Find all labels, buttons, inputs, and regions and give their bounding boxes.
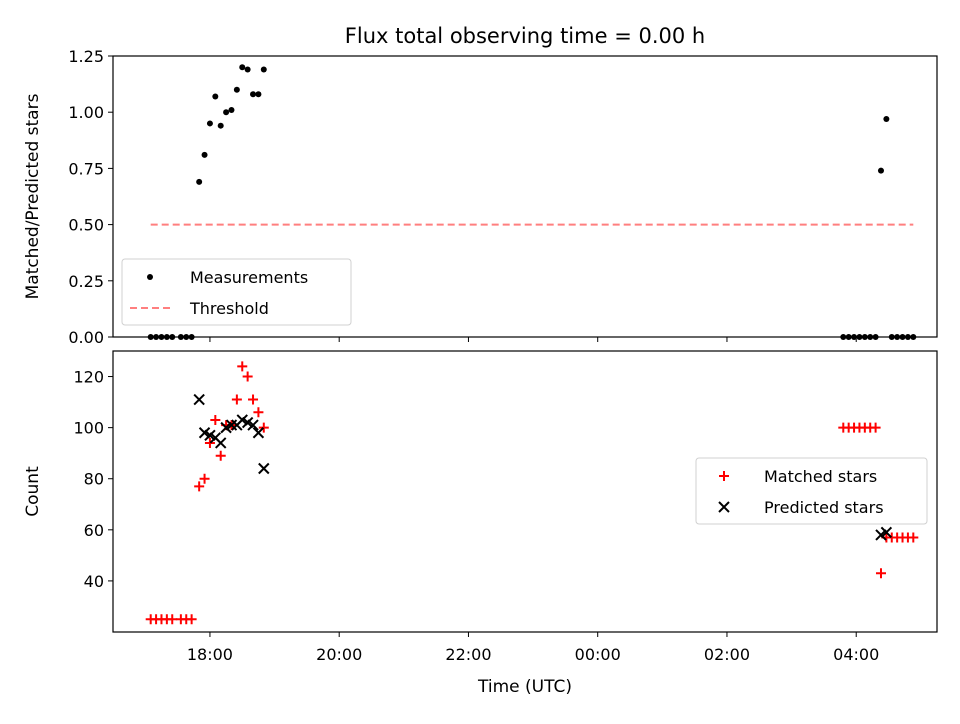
measurements-point [188,334,195,340]
predicted-stars-point [247,419,259,431]
matched-stars-point [194,481,205,492]
series-measurements [147,64,917,340]
matched-stars-point [242,371,253,382]
matched-stars-point [199,473,210,484]
y-tick-label: 100 [73,419,104,438]
x-tick-label: 04:00 [833,645,879,664]
y-tick-label: 1.25 [68,47,104,66]
x-tick-label: 18:00 [187,645,233,664]
measurements-point [212,93,219,100]
x-tick-label: 22:00 [445,645,491,664]
matched-stars-point [875,568,886,579]
legend-label-predicted-stars: Predicted stars [764,498,884,517]
measurements-point [153,334,160,340]
measurements-point [883,115,890,122]
matched-stars-point [231,394,242,405]
measurements-point [840,334,847,340]
y-tick-label: 0.25 [68,272,104,291]
measurements-point [904,334,911,340]
measurements-point [260,66,267,73]
matched-stars-point [253,407,264,418]
measurements-point [872,334,879,340]
measurements-point [201,151,208,158]
measurements-point [147,334,154,340]
predicted-stars-point [252,427,265,439]
predicted-stars-point [193,393,205,406]
y-tick-label: 60 [84,521,104,540]
measurements-point [196,178,203,185]
measurements-point [255,91,262,98]
legend-frame [695,457,928,525]
legend-swatch-matched-stars [719,471,729,481]
y-axis-label: Matched/Predicted stars [23,93,43,299]
measurements-point [244,66,251,73]
matched-stars-point [237,361,248,372]
x-tick-label: 00:00 [575,645,621,664]
matched-stars-point [186,614,197,625]
legend-swatch-measurements [147,274,153,280]
y-tick-label: 40 [84,572,104,591]
measurements-point [899,334,906,340]
measurements-point [228,106,235,113]
predicted-stars-point [215,437,227,449]
x-tick-label: 02:00 [704,645,750,664]
measurements-point [158,334,165,340]
chart-panel-1: 0.00 0.25 0.50 0.75 1.00 1.25 Matched/Predicte… [23,47,938,347]
matched-stars-point [870,422,881,433]
matched-stars-point [908,532,919,543]
axes-frame [112,55,938,338]
matched-stars-point [204,437,215,448]
y-tick-label: 0.75 [68,159,104,178]
y-tick-label: 0.50 [68,216,104,235]
measurements-point [910,334,917,340]
matched-stars-point [210,414,221,425]
legend-label-measurements: Measurements [190,268,308,287]
measurements-point [867,334,874,340]
series-matched-stars [145,361,919,625]
measurements-point [239,64,246,71]
matched-stars-point [258,422,269,433]
legend-swatch-predicted-stars [718,501,730,513]
measurements-point [177,334,184,340]
measurements-point [217,122,224,129]
matched-stars-point [248,394,259,405]
legend-label-matched-stars: Matched stars [764,467,877,486]
predicted-stars-point [880,526,893,539]
x-tick-label: 20:00 [316,645,362,664]
measurements-point [888,334,895,340]
y-tick-label: 80 [84,470,104,489]
legend-frame [121,258,352,326]
measurements-point [169,334,176,340]
matched-stars-point [215,450,226,461]
plot-area [147,64,917,340]
y-tick-label: 1.00 [68,103,104,122]
matched-stars-point [167,614,178,625]
y-tick-label: 0.00 [68,328,104,347]
measurements-point [856,334,863,340]
y-axis-label: Count [23,466,43,517]
measurements-point [223,109,230,116]
legend: Measurements Threshold [121,258,352,326]
measurements-point [845,334,852,340]
legend-label-threshold: Threshold [189,299,269,318]
x-axis-label: Time (UTC) [477,677,572,697]
measurements-point [894,334,901,340]
measurements-point [163,334,170,340]
measurements-point [233,86,240,93]
y-tick-label: 120 [73,368,104,387]
measurements-point [206,120,213,127]
measurements-point [877,167,884,174]
measurements-point [851,334,858,340]
axes-frame [112,350,938,633]
measurements-point [861,334,868,340]
predicted-stars-point [258,462,270,475]
measurements-point [250,91,257,98]
plot-area [145,361,919,625]
chart-title: Flux total observing time = 0.00 h [345,24,705,48]
measurements-point [183,334,190,340]
chart-panel-2: 40 60 80 100 120 18:00 20:00 22:00 00:00 02:00 04:… [23,350,938,664]
legend: Matched stars Predicted stars [695,457,928,525]
series-predicted-stars [193,393,893,541]
